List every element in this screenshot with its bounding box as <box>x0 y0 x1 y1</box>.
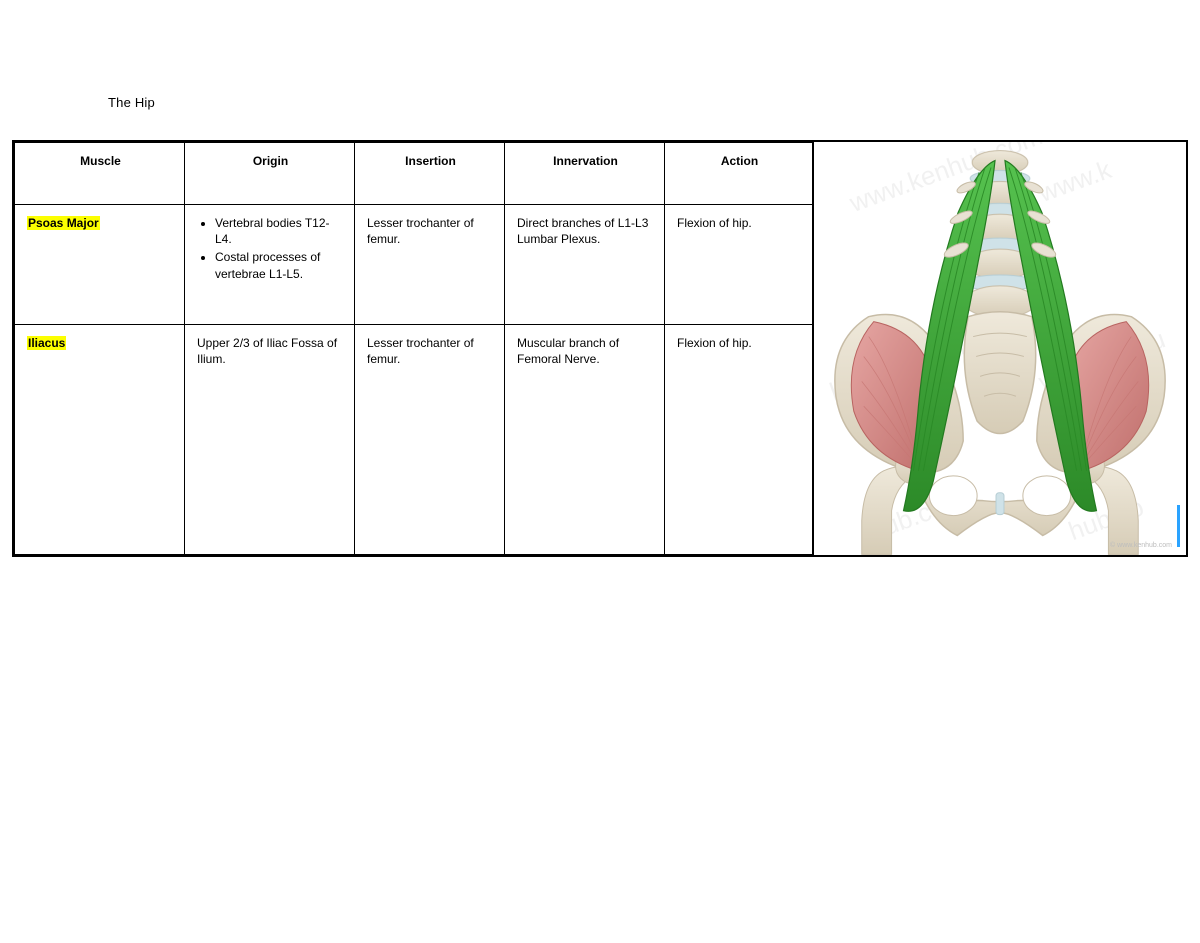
muscle-highlight: Psoas Major <box>27 216 100 230</box>
svg-text:www.k: www.k <box>1034 156 1115 208</box>
content-wrap: Muscle Origin Insertion Innervation Acti… <box>12 140 1188 557</box>
cell-insertion: Lesser trochanter of femur. <box>355 325 505 555</box>
page-title: The Hip <box>108 95 1200 110</box>
origin-list: Vertebral bodies T12-L4. Costal processe… <box>215 215 344 282</box>
cell-action: Flexion of hip. <box>665 205 813 325</box>
cell-muscle: Psoas Major <box>15 205 185 325</box>
col-insertion: Insertion <box>355 143 505 205</box>
cell-origin: Vertebral bodies T12-L4. Costal processe… <box>185 205 355 325</box>
col-muscle: Muscle <box>15 143 185 205</box>
image-credit: © www.kenhub.com <box>1110 542 1172 549</box>
muscle-table: Muscle Origin Insertion Innervation Acti… <box>14 142 813 555</box>
table-header-row: Muscle Origin Insertion Innervation Acti… <box>15 143 813 205</box>
caption-accent-bar <box>1177 505 1180 547</box>
col-origin: Origin <box>185 143 355 205</box>
origin-item: Costal processes of vertebrae L1-L5. <box>215 249 344 281</box>
cell-muscle: Iliacus <box>15 325 185 555</box>
anatomy-image-panel: www.kenhub.com www.k kenhub.com www.kenh… <box>813 142 1186 555</box>
anatomy-illustration: www.kenhub.com www.k kenhub.com www.kenh… <box>814 142 1186 555</box>
cell-action: Flexion of hip. <box>665 325 813 555</box>
origin-item: Vertebral bodies T12-L4. <box>215 215 344 247</box>
cell-origin: Upper 2/3 of Iliac Fossa of Ilium. <box>185 325 355 555</box>
table-row: Iliacus Upper 2/3 of Iliac Fossa of Iliu… <box>15 325 813 555</box>
col-innervation: Innervation <box>505 143 665 205</box>
muscle-highlight: Iliacus <box>27 336 66 350</box>
cell-innervation: Direct branches of L1-L3 Lumbar Plexus. <box>505 205 665 325</box>
table-row: Psoas Major Vertebral bodies T12-L4. Cos… <box>15 205 813 325</box>
col-action: Action <box>665 143 813 205</box>
cell-insertion: Lesser trochanter of femur. <box>355 205 505 325</box>
cell-innervation: Muscular branch of Femoral Nerve. <box>505 325 665 555</box>
